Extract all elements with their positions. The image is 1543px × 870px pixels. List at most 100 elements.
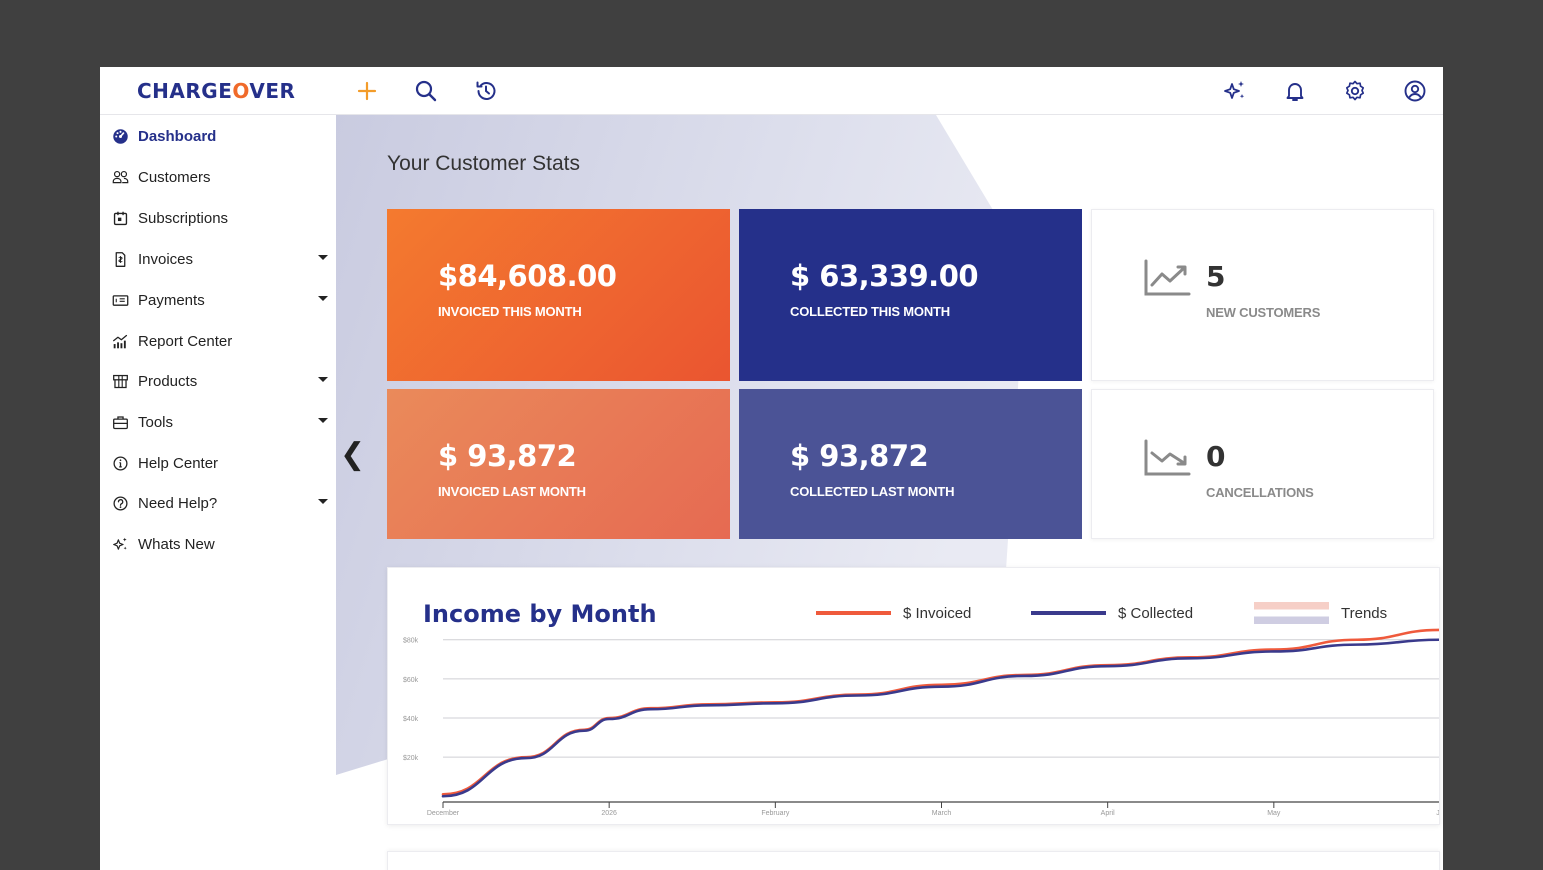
y-tick-label: $80k (403, 638, 419, 645)
question-icon (110, 493, 130, 513)
legend-swatch (816, 611, 891, 615)
stat-card-new-customers[interactable]: 5 NEW CUSTOMERS (1091, 209, 1434, 381)
series-line-invoiced (441, 628, 1439, 796)
logo-text-left: CHARGE (137, 79, 233, 103)
sidebar-item-customers[interactable]: Customers (100, 157, 336, 197)
chevron-down-icon[interactable] (318, 377, 328, 382)
stat-caption: COLLECTED LAST MONTH (790, 484, 955, 499)
sidebar-item-payments[interactable]: Payments (100, 280, 336, 320)
logo-text-o: O (232, 79, 250, 103)
stat-card-collected-last-month[interactable]: $ 93,872 COLLECTED LAST MONTH (739, 389, 1082, 539)
dashboard-icon (110, 126, 130, 146)
payment-icon (110, 290, 130, 310)
sparkle-icon (110, 534, 130, 554)
stat-amount: 0 (1206, 440, 1226, 473)
legend-label: $ Collected (1118, 604, 1194, 622)
section-title: Your Customer Stats (387, 152, 580, 175)
legend-swatch (1031, 611, 1106, 615)
sidebar-item-products[interactable]: Products (100, 361, 336, 401)
stat-amount: 5 (1206, 260, 1226, 293)
stat-amount: $ 93,872 (790, 439, 929, 473)
sidebar-item-label: Payments (138, 291, 205, 309)
logo-text-right: VER (249, 79, 296, 103)
info-icon (110, 453, 130, 473)
invoice-icon (110, 249, 130, 269)
x-tick-label: December (427, 810, 460, 817)
sidebar-item-label: Whats New (138, 535, 215, 553)
x-tick-label: 2026 (601, 810, 617, 817)
chart-title: Income by Month (423, 600, 657, 628)
sidebar-item-dashboard[interactable]: Dashboard (100, 116, 336, 156)
y-tick-label: $20k (403, 755, 419, 762)
top-bar: CHARGEOVER (100, 67, 1443, 115)
plus-icon[interactable] (353, 77, 381, 105)
legend-label: $ Invoiced (903, 604, 972, 622)
sidebar-item-label: Tools (138, 413, 174, 431)
collapse-sidebar-button[interactable]: ❮ (340, 437, 366, 472)
chargeover-logo[interactable]: CHARGEOVER (137, 79, 295, 103)
stat-caption: INVOICED THIS MONTH (438, 304, 582, 319)
sparkle-icon[interactable] (1221, 77, 1249, 105)
chevron-down-icon[interactable] (318, 418, 328, 423)
y-tick-label: $40k (403, 716, 419, 723)
stat-amount: $ 63,339.00 (790, 259, 979, 293)
chevron-down-icon[interactable] (318, 255, 328, 260)
x-tick-label: April (1101, 810, 1115, 817)
chevron-down-icon[interactable] (318, 296, 328, 301)
next-panel (387, 851, 1440, 870)
user-circle-icon[interactable] (1401, 77, 1429, 105)
sidebar-item-label: Need Help? (138, 494, 218, 512)
sidebar-item-subscriptions[interactable]: Subscriptions (100, 198, 336, 238)
legend-swatch (1254, 602, 1329, 624)
sidebar-item-label: Products (138, 372, 198, 390)
box-icon (110, 371, 130, 391)
stat-card-invoiced-this-month[interactable]: $84,608.00 INVOICED THIS MONTH (387, 209, 730, 381)
sidebar-item-label: Customers (138, 168, 211, 186)
stat-amount: $84,608.00 (438, 259, 617, 293)
report-icon (110, 331, 130, 351)
sidebar-item-label: Report Center (138, 332, 233, 350)
trend-up-icon (1144, 259, 1191, 296)
app-window: CHARGEOVER Dashboard Custome (100, 67, 1443, 870)
stat-caption: NEW CUSTOMERS (1206, 305, 1321, 320)
toolbox-icon (110, 412, 130, 432)
legend-item-trends[interactable]: Trends (1254, 602, 1387, 624)
stat-caption: COLLECTED THIS MONTH (790, 304, 950, 319)
stat-card-invoiced-last-month[interactable]: $ 93,872 INVOICED LAST MONTH (387, 389, 730, 539)
sidebar-item-label: Dashboard (138, 127, 217, 145)
legend-item-invoiced[interactable]: $ Invoiced (816, 604, 971, 622)
sidebar-item-invoices[interactable]: Invoices (100, 239, 336, 279)
main-content: ❮ Your Customer Stats $84,608.00 INVOICE… (336, 115, 1443, 870)
stat-card-cancellations[interactable]: 0 CANCELLATIONS (1091, 389, 1434, 539)
sidebar-item-report-center[interactable]: Report Center (100, 321, 336, 361)
calendar-icon (110, 208, 130, 228)
sidebar: Dashboard Customers Subscriptions Invoic… (100, 115, 336, 870)
search-icon[interactable] (412, 77, 440, 105)
stat-card-collected-this-month[interactable]: $ 63,339.00 COLLECTED THIS MONTH (739, 209, 1082, 381)
stat-caption: CANCELLATIONS (1206, 485, 1314, 500)
x-tick-label: May (1267, 810, 1281, 817)
trend-down-icon (1144, 439, 1191, 476)
legend-label: Trends (1341, 604, 1388, 622)
sidebar-item-label: Help Center (138, 454, 219, 472)
sidebar-item-whats-new[interactable]: Whats New (100, 524, 336, 564)
legend-item-collected[interactable]: $ Collected (1031, 604, 1193, 622)
history-icon[interactable] (472, 77, 500, 105)
bell-icon[interactable] (1281, 77, 1309, 105)
income-by-month-chart: $80k $60k $40k $20k December 2026 February Marc… (387, 567, 1440, 825)
stat-amount: $ 93,872 (438, 439, 577, 473)
sidebar-item-label: Invoices (138, 250, 194, 268)
chart-plot: $80k $60k $40k $20k December 2026 February Marc… (403, 628, 1439, 817)
chevron-down-icon[interactable] (318, 499, 328, 504)
stat-caption: INVOICED LAST MONTH (438, 484, 586, 499)
y-tick-label: $60k (403, 677, 419, 684)
gear-icon[interactable] (1341, 77, 1369, 105)
sidebar-item-tools[interactable]: Tools (100, 402, 336, 442)
sidebar-item-label: Subscriptions (138, 209, 229, 227)
users-icon (110, 167, 130, 187)
sidebar-item-need-help[interactable]: Need Help? (100, 483, 336, 523)
x-tick-label: February (761, 810, 790, 817)
sidebar-item-help-center[interactable]: Help Center (100, 443, 336, 483)
x-tick-label: March (932, 810, 952, 817)
series-line-collected (441, 638, 1439, 798)
